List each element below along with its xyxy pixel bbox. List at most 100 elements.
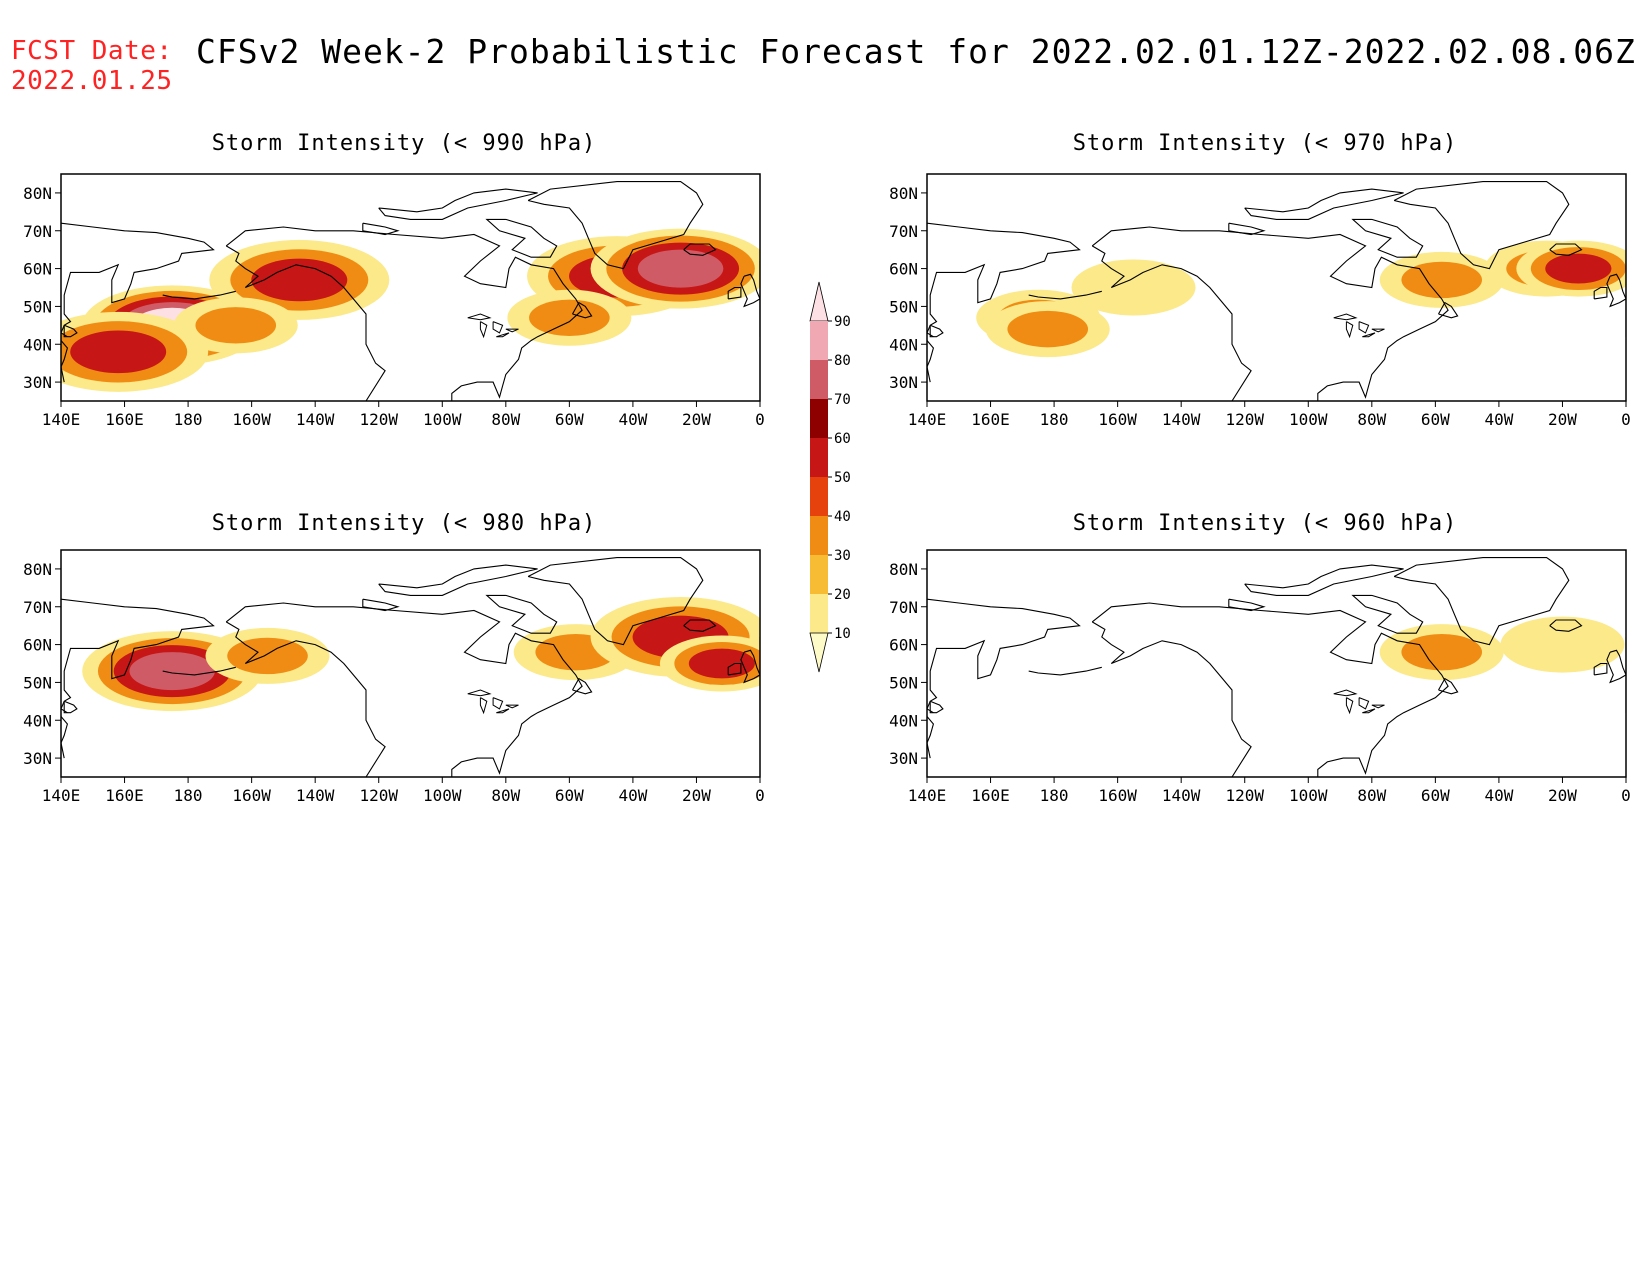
lon-tick-label: 160E: [971, 786, 1010, 805]
lon-tick-label: 40W: [1484, 786, 1513, 805]
prob-region-5-ring-2: [1545, 253, 1612, 284]
lon-tick-label: 60W: [555, 786, 584, 805]
prob-region-1-ring-1: [1007, 310, 1089, 348]
lat-tick-label: 80N: [889, 184, 918, 203]
coastline-8: [927, 716, 935, 759]
lon-tick-label: 160W: [232, 786, 271, 805]
coastline-7: [61, 222, 215, 338]
lon-tick-label: 140E: [42, 410, 81, 429]
lon-tick-label: 160E: [105, 410, 144, 429]
lat-tick-label: 80N: [23, 560, 52, 579]
coastline-10: [1606, 649, 1626, 684]
lat-tick-label: 40N: [889, 711, 918, 730]
forecast-date-block: FCST Date: 2022.01.25: [11, 36, 173, 96]
lon-tick-label: 100W: [423, 786, 462, 805]
colorbar-tick-label: 80: [834, 353, 850, 369]
lon-tick-label: 160W: [1098, 786, 1137, 805]
colorbar-tick-label: 10: [834, 626, 850, 642]
coastline-8: [61, 716, 69, 759]
coastline-11: [727, 286, 742, 300]
colorbar: 90 80 70 60 50 40 30 20 10: [809, 281, 850, 673]
fcst-date-value: 2022.01.25: [11, 66, 173, 96]
lon-tick-label: 120W: [1225, 410, 1264, 429]
coastline-8: [61, 340, 69, 383]
coastline-13: [1438, 677, 1459, 695]
coastline-7: [927, 222, 1081, 338]
coastline-6: [1549, 619, 1583, 632]
coastline-2: [527, 181, 704, 270]
lon-tick-label: 60W: [1421, 410, 1450, 429]
colorbar-segment: [810, 438, 828, 477]
lat-tick-label: 30N: [889, 749, 918, 768]
coastline-0: [225, 226, 583, 401]
coastline-6: [683, 619, 717, 632]
coastline-6: [683, 243, 717, 256]
lake-2: [1358, 321, 1370, 334]
lat-tick-label: 50N: [889, 673, 918, 692]
coastline-3: [485, 218, 558, 258]
lon-tick-label: 80W: [1357, 786, 1386, 805]
lon-tick-label: 140E: [908, 410, 947, 429]
lon-tick-label: 160W: [1098, 410, 1137, 429]
coastline-2: [1393, 181, 1570, 270]
coastline-6: [1549, 243, 1583, 256]
coastline-14: [1028, 666, 1102, 676]
lon-tick-label: 0: [755, 410, 765, 429]
lon-tick-label: 40W: [618, 786, 647, 805]
lat-tick-label: 60N: [889, 636, 918, 655]
coastline-11: [1593, 286, 1608, 300]
panel-title-970: Storm Intensity (< 970 hPa): [1072, 131, 1458, 156]
lat-tick-label: 30N: [889, 373, 918, 392]
lon-tick-label: 40W: [1484, 410, 1513, 429]
colorbar-tick-label: 40: [834, 509, 850, 525]
lon-tick-label: 100W: [1289, 786, 1328, 805]
lon-tick-label: 160E: [971, 410, 1010, 429]
fcst-date-label: FCST Date:: [11, 36, 173, 66]
coastline-10: [740, 273, 760, 308]
coastline-8: [927, 340, 935, 383]
coastline-2: [527, 557, 704, 646]
lat-tick-label: 70N: [889, 222, 918, 241]
prob-region-4-ring-2: [688, 648, 755, 679]
lon-tick-label: 60W: [555, 410, 584, 429]
lake-3: [496, 332, 510, 338]
coastline-0: [225, 602, 583, 777]
coastline-1: [1091, 245, 1252, 401]
prob-region-2-ring-2: [251, 258, 348, 302]
lat-tick-label: 60N: [889, 260, 918, 279]
lon-tick-label: 0: [1621, 410, 1631, 429]
lon-tick-label: 180: [174, 786, 203, 805]
lake-0: [467, 689, 492, 697]
lat-tick-label: 60N: [23, 260, 52, 279]
coastline-1: [225, 245, 386, 401]
lake-0: [1333, 689, 1358, 697]
coastline-5: [1228, 598, 1266, 612]
lon-tick-label: 140W: [296, 410, 335, 429]
lon-tick-label: 0: [1621, 786, 1631, 805]
lake-4: [1371, 328, 1385, 333]
colorbar-tick-label: 70: [834, 392, 850, 408]
coastline-0: [1091, 602, 1449, 777]
coastline-9: [63, 700, 78, 714]
plot-frame: [926, 173, 1627, 402]
lat-tick-label: 70N: [889, 598, 918, 617]
lake-2: [492, 697, 504, 710]
lon-tick-label: 140W: [1162, 410, 1201, 429]
colorbar-segment: [810, 477, 828, 516]
map-panel-980: 140E 160E 180 160W 140W 120W 100W 80W 60W 40W 20W 0…: [23, 549, 765, 805]
colorbar-tick-label: 90: [834, 314, 850, 330]
coastline-7: [61, 598, 215, 714]
coastline-4: [1244, 564, 1404, 596]
coastline-5: [362, 598, 400, 612]
lon-tick-label: 140W: [1162, 786, 1201, 805]
colorbar-segment: [810, 516, 828, 555]
lat-tick-label: 40N: [23, 335, 52, 354]
coastline-3: [1351, 218, 1424, 258]
lon-tick-label: 20W: [1548, 786, 1577, 805]
lake-4: [1371, 704, 1385, 709]
colorbar-segment: [810, 399, 828, 438]
lat-tick-label: 70N: [23, 222, 52, 241]
lon-tick-label: 60W: [1421, 786, 1450, 805]
colorbar-tick-label: 60: [834, 431, 850, 447]
prob-region-1-ring-2: [70, 330, 167, 374]
